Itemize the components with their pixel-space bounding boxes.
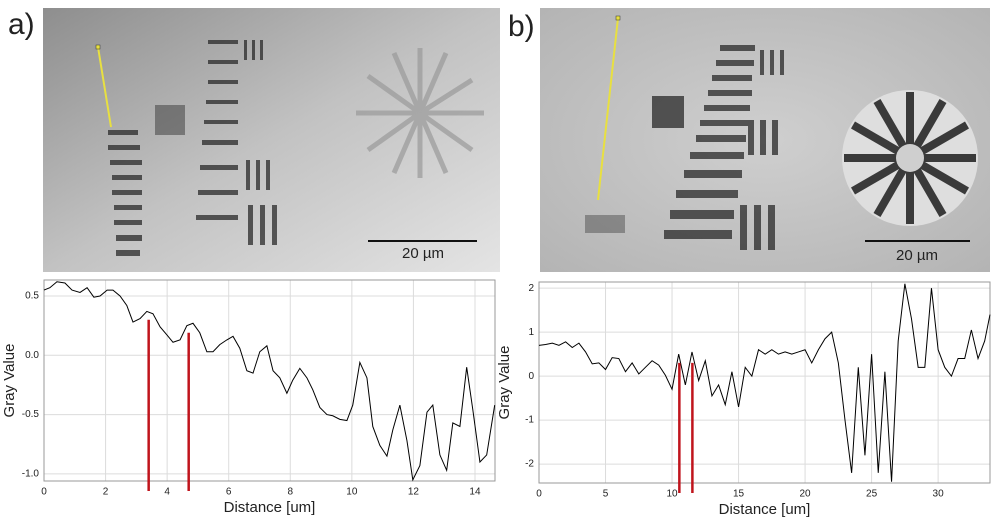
x-tick-label: 25 <box>866 489 878 500</box>
micrograph-a <box>43 8 500 272</box>
x-axis-title: Distance [um] <box>719 501 811 518</box>
plot-area <box>43 279 496 482</box>
x-tick-label: 14 <box>469 487 481 498</box>
x-tick-label: 2 <box>103 487 109 498</box>
y-tick-label: 0.0 <box>25 350 39 361</box>
y-tick-label: 0 <box>528 371 534 382</box>
y-axis-title: Gray Value <box>1 344 18 418</box>
x-tick-label: 8 <box>287 487 293 498</box>
panel-label: a) <box>8 8 35 41</box>
x-tick-label: 10 <box>346 487 358 498</box>
x-tick-label: 0 <box>536 489 542 500</box>
x-tick-label: 20 <box>800 489 812 500</box>
y-tick-label: -2 <box>525 459 534 470</box>
x-tick-label: 15 <box>733 489 745 500</box>
x-tick-label: 10 <box>666 489 678 500</box>
x-tick-label: 0 <box>41 487 47 498</box>
x-tick-label: 30 <box>933 489 945 500</box>
y-tick-label: 1 <box>528 327 534 338</box>
plot-area <box>538 281 991 484</box>
panel-label: b) <box>508 10 535 43</box>
plot-frame <box>43 279 496 482</box>
x-axis-title: Distance [um] <box>224 499 316 516</box>
x-tick-label: 12 <box>408 487 420 498</box>
scale-bar-label: 20 µm <box>402 245 444 262</box>
y-tick-label: -0.5 <box>22 409 40 420</box>
x-tick-label: 4 <box>164 487 170 498</box>
x-tick-label: 5 <box>603 489 609 500</box>
y-tick-label: -1.0 <box>22 469 40 480</box>
y-tick-label: 0.5 <box>25 291 39 302</box>
y-tick-label: -1 <box>525 415 534 426</box>
y-tick-label: 2 <box>528 283 534 294</box>
line-series <box>43 281 496 482</box>
y-axis-title: Gray Value <box>496 346 513 420</box>
scale-bar-label: 20 µm <box>896 247 938 264</box>
x-tick-label: 6 <box>226 487 232 498</box>
line-series <box>538 283 991 482</box>
micrograph-b <box>540 8 990 272</box>
plot-frame <box>538 281 991 484</box>
